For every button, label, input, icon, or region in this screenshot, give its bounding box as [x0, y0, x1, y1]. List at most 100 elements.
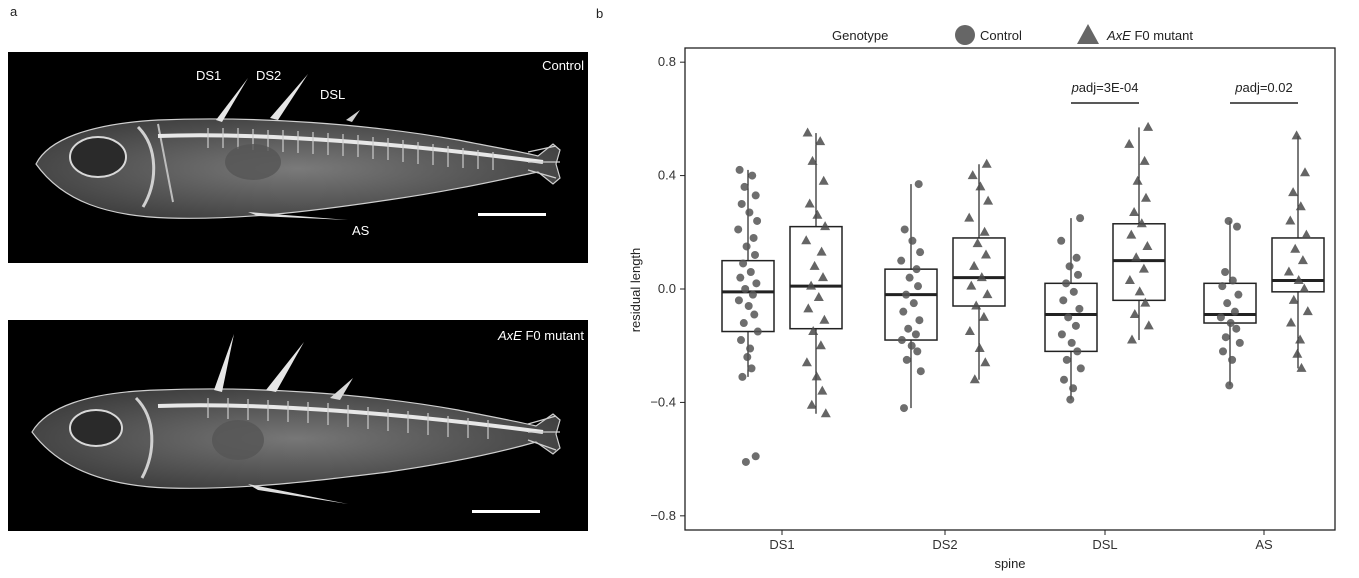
point-mutant	[1290, 243, 1301, 253]
label-dsl: DSL	[320, 87, 345, 102]
point-control	[904, 324, 913, 333]
point-mutant	[1140, 297, 1151, 307]
scale-bar	[478, 213, 546, 216]
point-control	[736, 273, 745, 282]
point-control	[748, 171, 757, 180]
point-mutant	[978, 311, 989, 321]
point-mutant	[1143, 320, 1154, 330]
point-mutant	[1293, 274, 1304, 284]
point-control	[1064, 313, 1073, 322]
point-control	[748, 290, 757, 299]
point-mutant	[813, 292, 824, 302]
point-mutant	[817, 385, 828, 395]
label-ds1: DS1	[196, 68, 221, 83]
point-control	[1223, 299, 1232, 308]
fish-skeleton-control: Control DS1 DS2 DSL AS	[35, 58, 584, 238]
point-control	[1235, 338, 1244, 347]
point-mutant	[969, 260, 980, 270]
point-control	[1069, 384, 1078, 393]
point-control	[908, 236, 917, 245]
point-control	[1071, 321, 1080, 330]
point-mutant	[1127, 334, 1137, 344]
y-axis: 0.8 0.4 0.0 −0.4 −0.8	[650, 54, 685, 523]
point-mutant	[1288, 187, 1299, 197]
point-control	[914, 180, 923, 189]
point-control	[1062, 279, 1071, 288]
point-mutant	[1302, 306, 1313, 316]
point-control	[753, 216, 762, 225]
point-mutant	[820, 221, 831, 231]
point-control	[1062, 355, 1071, 364]
point-mutant	[1138, 263, 1149, 273]
point-control	[1221, 267, 1230, 276]
point-mutant	[983, 195, 994, 205]
point-control	[1225, 381, 1234, 390]
y-tick-label: −0.8	[650, 508, 676, 523]
point-mutant	[1136, 218, 1147, 228]
legend-title: Genotype	[832, 28, 888, 43]
point-control	[743, 353, 752, 362]
point-control	[739, 319, 748, 328]
points	[734, 121, 1313, 466]
point-control	[734, 225, 743, 234]
point-mutant	[1295, 334, 1306, 344]
point-mutant	[1142, 240, 1153, 250]
point-control	[1216, 313, 1225, 322]
point-mutant	[802, 127, 813, 137]
point-mutant	[1126, 229, 1137, 239]
point-mutant	[1141, 192, 1151, 202]
point-mutant	[818, 175, 829, 185]
point-control	[739, 259, 748, 268]
point-control	[746, 344, 755, 353]
point-mutant	[801, 357, 812, 367]
xray-tag-control: Control	[542, 58, 584, 73]
fish-skeleton-mutant: AxE F0 mutant	[31, 328, 584, 513]
point-control	[1219, 347, 1227, 356]
point-mutant	[1124, 274, 1135, 284]
point-control	[902, 355, 911, 364]
annotations: padj=3E-04 padj=0.02	[1071, 80, 1298, 104]
point-control	[1221, 333, 1230, 342]
point-control	[747, 364, 756, 373]
point-control	[1232, 324, 1241, 333]
point-mutant	[1283, 266, 1294, 276]
point-control	[902, 290, 911, 299]
y-tick-label: −0.4	[650, 394, 676, 409]
point-control	[737, 199, 746, 208]
point-mutant	[808, 326, 819, 336]
scale-bar	[472, 510, 540, 513]
point-control	[912, 265, 921, 274]
legend-marker-control	[955, 25, 975, 45]
point-control	[1060, 375, 1068, 384]
point-mutant	[976, 272, 987, 282]
y-tick-label: 0.4	[658, 168, 676, 183]
point-control	[897, 256, 906, 265]
box-control	[1044, 282, 1098, 353]
point-mutant	[1296, 362, 1307, 372]
point-mutant	[806, 399, 817, 409]
point-mutant	[1297, 255, 1308, 265]
x-tick-label: DSL	[1092, 537, 1117, 552]
point-control	[1234, 290, 1243, 299]
point-control	[751, 191, 760, 200]
legend-label-mutant: AxE F0 mutant	[1106, 28, 1193, 43]
point-mutant	[966, 280, 977, 290]
point-mutant	[1295, 201, 1306, 211]
point-control	[737, 336, 745, 345]
point-control	[900, 225, 909, 234]
point-control	[907, 341, 916, 350]
point-mutant	[818, 272, 828, 282]
point-mutant	[1300, 167, 1310, 177]
point-mutant	[975, 181, 986, 191]
point-control	[911, 330, 920, 339]
point-control	[1073, 347, 1082, 356]
point-mutant	[979, 226, 990, 236]
y-tick-label: 0.0	[658, 281, 676, 296]
point-control	[741, 285, 750, 293]
point-control	[752, 279, 761, 288]
point-mutant	[1286, 317, 1296, 327]
point-control	[751, 250, 759, 259]
point-control	[749, 233, 758, 242]
point-control	[1218, 282, 1227, 291]
legend-marker-mutant	[1077, 24, 1099, 44]
